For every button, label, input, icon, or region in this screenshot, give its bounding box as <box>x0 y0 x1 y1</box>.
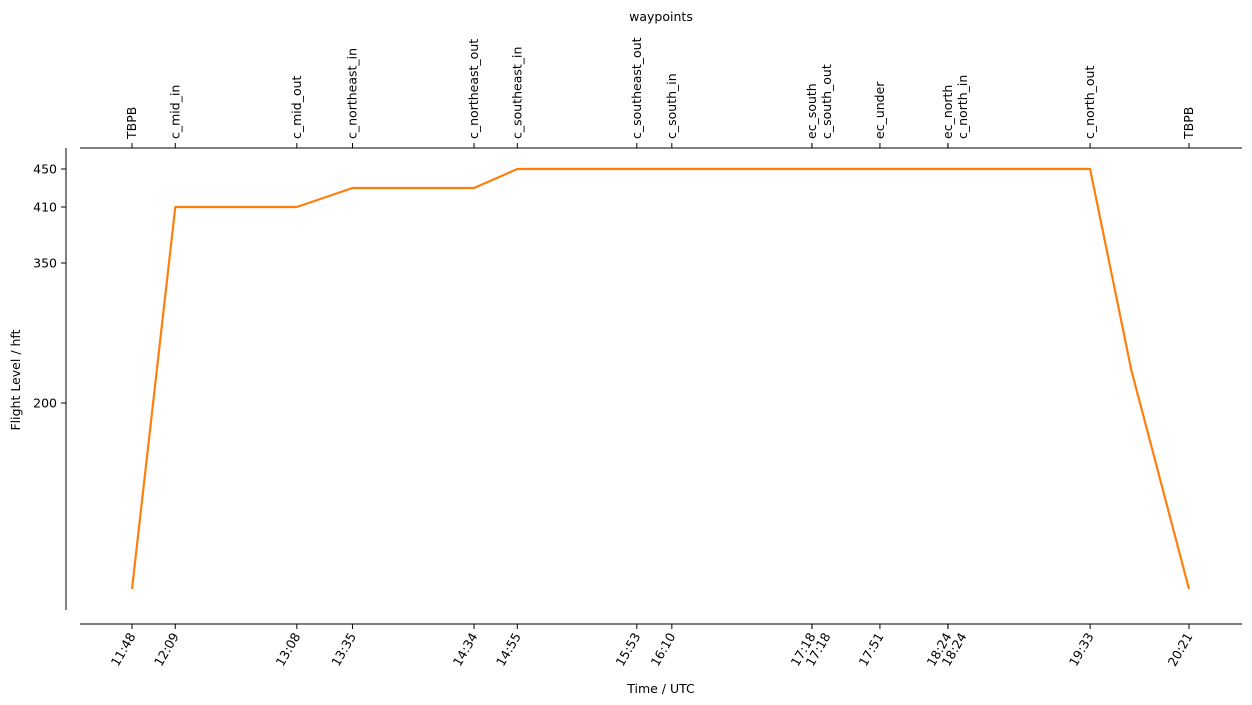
x-tick-label: 19:33 <box>1066 630 1097 669</box>
waypoint-label: c_north_in <box>955 75 970 139</box>
waypoint-label: c_mid_out <box>289 75 304 139</box>
x-tick-label: 20:21 <box>1165 630 1196 669</box>
waypoint-label: c_north_out <box>1082 66 1097 139</box>
waypoint-label: c_mid_in <box>167 85 182 139</box>
waypoint-label: c_southeast_in <box>509 47 524 139</box>
x-tick-label: 13:35 <box>328 630 359 669</box>
x-tick-label: 16:10 <box>647 630 678 669</box>
waypoint-label: TBPB <box>1181 107 1196 140</box>
y-tick-label: 200 <box>33 396 57 411</box>
waypoint-label: ec_under <box>872 81 887 139</box>
top-axis-label: waypoints <box>629 9 693 24</box>
x-tick-label: 14:34 <box>450 630 481 669</box>
y-tick-label: 350 <box>33 256 57 271</box>
x-tick-label: 17:51 <box>856 630 887 669</box>
waypoint-label: c_south_out <box>819 64 834 139</box>
x-tick-label: 11:48 <box>108 630 139 669</box>
waypoint-label: c_northeast_in <box>344 48 359 139</box>
waypoint-label: ec_south <box>804 83 819 139</box>
x-axis-label: Time / UTC <box>626 681 695 696</box>
x-tick-label: 14:55 <box>493 630 524 669</box>
y-tick-label: 410 <box>33 200 57 215</box>
waypoint-label: c_south_in <box>664 73 679 139</box>
x-tick-label: 13:08 <box>272 630 303 669</box>
waypoint-label: c_southeast_out <box>629 37 644 139</box>
waypoint-label: c_northeast_out <box>466 39 481 139</box>
x-tick-label: 12:09 <box>151 630 182 669</box>
y-axis-label: Flight Level / hft <box>8 329 23 430</box>
x-tick-label: 15:53 <box>612 630 643 669</box>
waypoint-label: ec_north <box>940 85 955 139</box>
y-tick-label: 450 <box>33 162 57 177</box>
waypoint-label: TBPB <box>124 107 139 140</box>
flight-level-line <box>130 167 1191 590</box>
